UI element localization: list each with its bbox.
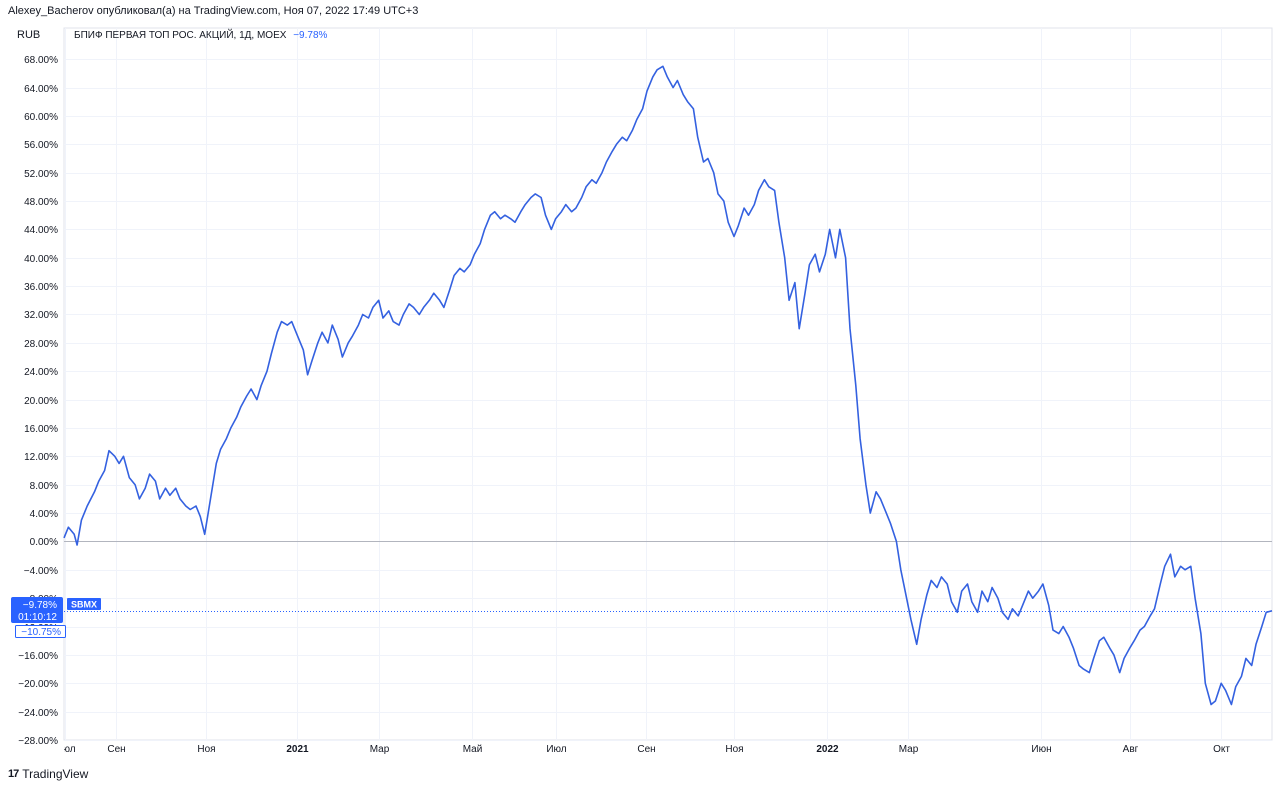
- x-tick-label: Ноя: [725, 744, 743, 755]
- secondary-value-tag: −10.75%: [15, 625, 66, 638]
- x-tick-label: 2021: [286, 744, 309, 755]
- y-tick-label: 40.00%: [24, 254, 58, 265]
- x-tick-label: Июн: [1031, 744, 1051, 755]
- x-tick-label: Мар: [899, 744, 919, 755]
- y-tick-label: 68.00%: [24, 55, 58, 66]
- tradingview-logo-mark: 17: [8, 768, 19, 780]
- y-tick-label: 12.00%: [24, 452, 58, 463]
- x-tick-label: 2022: [816, 744, 839, 755]
- bar-countdown-label: 01:10:12: [18, 612, 57, 623]
- grid-lines: [63, 27, 1273, 741]
- y-tick-label: 64.00%: [24, 84, 58, 95]
- y-tick-label: 60.00%: [24, 112, 58, 123]
- x-tick-label: Авг: [1123, 744, 1139, 755]
- y-tick-label: 32.00%: [24, 310, 58, 321]
- y-tick-label: −28.00%: [18, 736, 58, 747]
- y-tick-label: 16.00%: [24, 424, 58, 435]
- y-tick-label: 8.00%: [30, 481, 58, 492]
- y-tick-label: 4.00%: [30, 509, 58, 520]
- y-tick-label: 24.00%: [24, 367, 58, 378]
- x-tick-label: Сен: [637, 744, 655, 755]
- y-tick-label: 52.00%: [24, 169, 58, 180]
- x-axis-tick-labels: Июл Сен Ноя 2021 Мар Май Июл Сен Ноя 2022 Мар Июн Ав…: [55, 744, 1230, 755]
- last-value-label: −9.78%: [23, 600, 57, 611]
- ticker-tag[interactable]: SBMX: [67, 598, 101, 610]
- y-tick-label: −4.00%: [24, 566, 58, 577]
- series-line[interactable]: [63, 65, 1273, 706]
- x-tick-label: Окт: [1213, 744, 1230, 755]
- symbol-change-value: −9.78%: [293, 30, 327, 41]
- tradingview-logo-text: TradingView: [22, 767, 89, 781]
- x-tick-label: Май: [463, 744, 483, 755]
- symbol-title-text: БПИФ ПЕРВАЯ ТОП РОС. АКЦИЙ, 1Д, MOEX: [74, 28, 287, 41]
- y-tick-label: 44.00%: [24, 225, 58, 236]
- plot-border: [63, 27, 1273, 741]
- y-tick-label: −16.00%: [18, 651, 58, 662]
- y-tick-label: −24.00%: [18, 708, 58, 719]
- symbol-title: БПИФ ПЕРВАЯ ТОП РОС. АКЦИЙ, 1Д, MOEX −9.…: [74, 28, 328, 41]
- currency-label: RUB: [17, 29, 40, 41]
- x-tick-label: Сен: [107, 744, 125, 755]
- y-tick-label: 0.00%: [30, 537, 58, 548]
- secondary-value-label: −10.75%: [21, 627, 61, 638]
- x-tick-label: Ноя: [197, 744, 215, 755]
- y-tick-label: 56.00%: [24, 140, 58, 151]
- y-tick-label: 28.00%: [24, 339, 58, 350]
- publish-info-text: Alexey_Bacherov опубликовал(а) на Tradin…: [8, 5, 419, 17]
- x-tick-label: Июл: [55, 744, 75, 755]
- x-tick-label: Июл: [546, 744, 566, 755]
- y-tick-label: −20.00%: [18, 679, 58, 690]
- ticker-tag-label: SBMX: [71, 600, 97, 610]
- tradingview-logo[interactable]: 17 TradingView: [8, 767, 88, 781]
- y-tick-label: 48.00%: [24, 197, 58, 208]
- y-axis-tick-labels: −28.00%−24.00%−20.00%−16.00%−12.00%−8.00…: [18, 55, 58, 747]
- x-tick-label: Мар: [370, 744, 390, 755]
- last-value-tag: −9.78% 01:10:12: [11, 597, 63, 623]
- y-tick-label: 36.00%: [24, 282, 58, 293]
- y-tick-label: 20.00%: [24, 396, 58, 407]
